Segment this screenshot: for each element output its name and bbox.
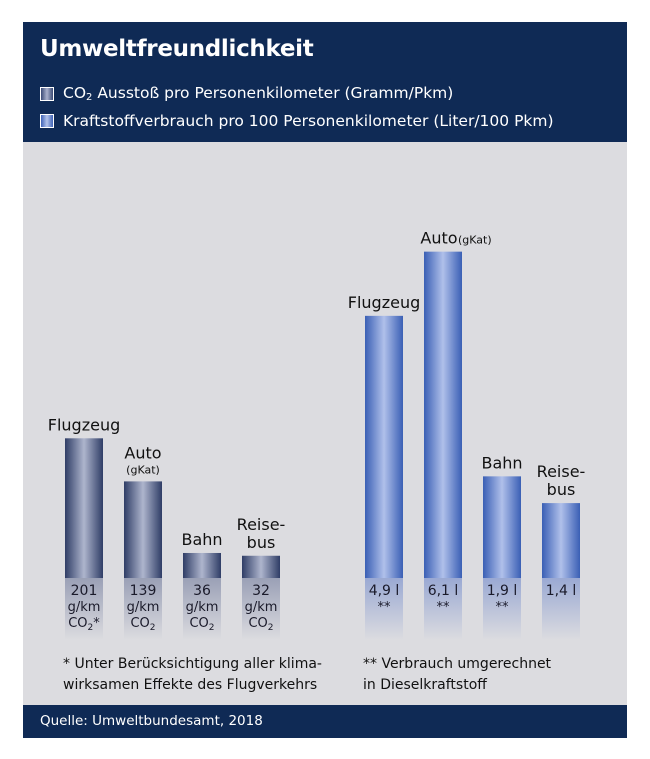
value-box-fuel-auto	[424, 578, 462, 640]
bar-charts: 201g/kmCO2*Flugzeug139g/kmCO2(gKat)Auto3…	[48, 229, 586, 640]
category-label-co2-bahn: Bahn	[181, 530, 222, 549]
value-label-fuel-bahn: 1,9 l	[487, 583, 518, 599]
value-label-fuel-bahn: **	[496, 600, 510, 615]
value-box-co2-auto	[124, 578, 162, 640]
bar-co2-bahn	[183, 552, 221, 578]
category-label-fuel-reise-bus: bus	[547, 480, 576, 499]
bar-co2-auto	[124, 481, 162, 578]
category-label-fuel-reise-bus: Reise-	[537, 462, 586, 481]
legend-swatch-fuel	[40, 114, 54, 128]
value-label-co2-auto: CO2	[130, 616, 155, 633]
value-label-co2-flugzeug: 201	[71, 583, 98, 599]
value-label-fuel-reise-bus: 1,4 l	[546, 583, 577, 599]
category-label-fuel-flugzeug: Flugzeug	[348, 293, 420, 312]
header: Umweltfreundlichkeit CO2 Ausstoß pro Per…	[23, 22, 627, 142]
category-note-co2-auto: (gKat)	[126, 463, 160, 476]
category-note-fuel-auto: (gKat)	[458, 234, 492, 247]
legend-item-fuel: Kraftstoffverbrauch pro 100 Personenkilo…	[40, 112, 554, 130]
category-label-co2-flugzeug: Flugzeug	[48, 415, 120, 434]
value-label-co2-auto: g/km	[127, 600, 160, 615]
legend-label-co2: CO2 Ausstoß pro Personenkilometer (Gramm…	[63, 84, 454, 103]
value-box-fuel-reise-bus	[542, 578, 580, 640]
value-box-co2-reise-bus	[242, 578, 280, 640]
infographic-card: Umweltfreundlichkeit CO2 Ausstoß pro Per…	[23, 22, 627, 738]
bar-fuel-bahn	[483, 476, 521, 578]
legend-label-fuel: Kraftstoffverbrauch pro 100 Personenkilo…	[63, 112, 554, 130]
value-box-co2-bahn	[183, 578, 221, 640]
bar-co2-reise-bus	[242, 555, 280, 578]
value-label-co2-flugzeug: g/km	[68, 600, 101, 615]
co2-chart: 201g/kmCO2*Flugzeug139g/kmCO2(gKat)Auto3…	[48, 415, 286, 640]
value-label-fuel-auto: 6,1 l	[428, 583, 459, 599]
category-label-co2-reise-bus: bus	[247, 533, 276, 552]
footnote-fuel: ** Verbrauch umgerechnet in Dieselkrafts…	[363, 656, 552, 693]
value-label-co2-bahn: g/km	[186, 600, 219, 615]
value-label-fuel-flugzeug: **	[378, 600, 392, 615]
category-label-co2-reise-bus: Reise-	[237, 515, 286, 534]
value-label-co2-flugzeug: CO2*	[68, 616, 100, 633]
category-label-fuel-auto: Auto	[420, 229, 457, 248]
category-label-fuel-bahn: Bahn	[481, 453, 522, 472]
value-label-co2-bahn: 36	[193, 583, 211, 599]
category-label-co2-auto: Auto	[124, 443, 161, 462]
legend-swatch-co2	[40, 86, 54, 101]
footnote-co2: * Unter Berücksichtigung aller klima- wi…	[63, 656, 322, 693]
value-label-co2-auto: 139	[130, 583, 157, 599]
value-label-fuel-flugzeug: 4,9 l	[369, 583, 400, 599]
value-box-fuel-bahn	[483, 578, 521, 640]
bar-fuel-auto	[424, 251, 462, 578]
value-box-fuel-flugzeug	[365, 578, 403, 640]
value-label-co2-reise-bus: g/km	[245, 600, 278, 615]
source-text: Quelle: Umweltbundesamt, 2018	[40, 713, 263, 729]
bar-fuel-flugzeug	[365, 315, 403, 578]
footer: Quelle: Umweltbundesamt, 2018	[23, 705, 627, 738]
value-label-co2-reise-bus: 32	[252, 583, 270, 599]
value-box-co2-flugzeug	[65, 578, 103, 640]
legend-item-co2: CO2 Ausstoß pro Personenkilometer (Gramm…	[40, 84, 453, 103]
value-label-co2-reise-bus: CO2	[248, 616, 273, 633]
value-label-co2-bahn: CO2	[189, 616, 214, 633]
bar-fuel-reise-bus	[542, 503, 580, 578]
chart-title: Umweltfreundlichkeit	[40, 36, 314, 62]
value-label-fuel-auto: **	[437, 600, 451, 615]
bar-co2-flugzeug	[65, 438, 103, 578]
